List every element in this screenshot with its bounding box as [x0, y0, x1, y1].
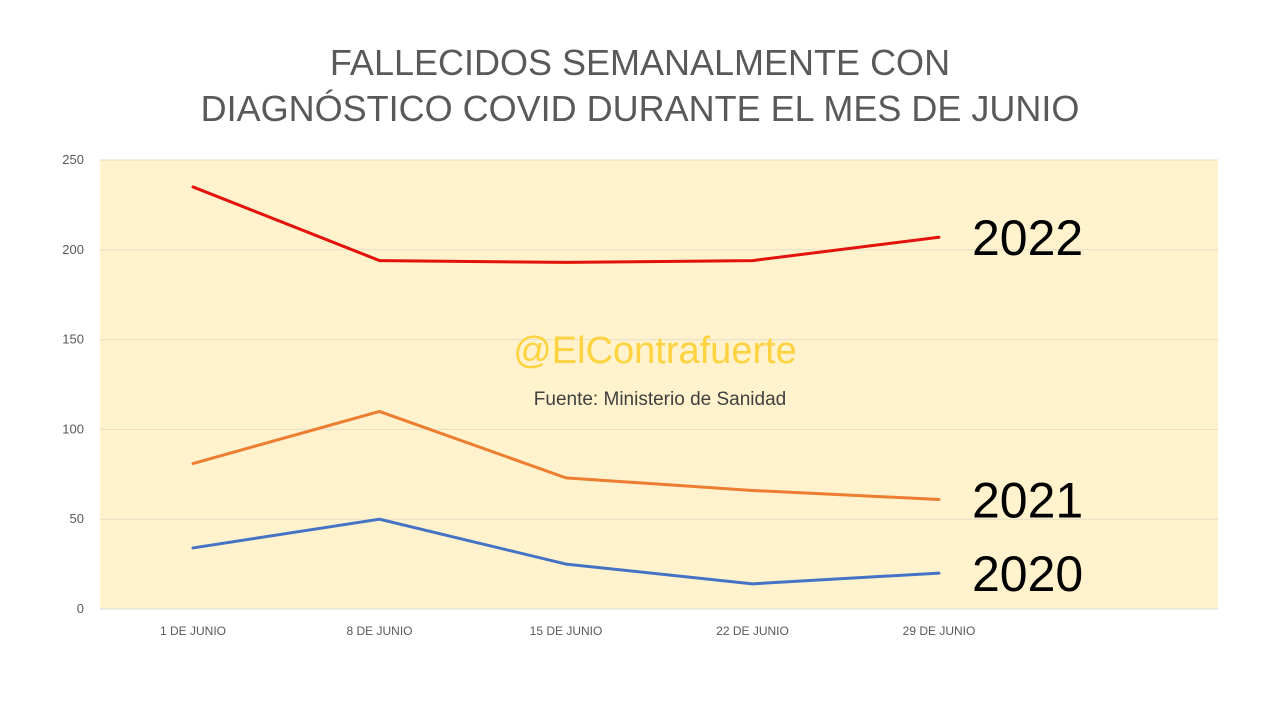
x-tick-label: 22 DE JUNIO — [716, 624, 789, 638]
x-axis-ticks: 1 DE JUNIO 8 DE JUNIO 15 DE JUNIO 22 DE JUN… — [160, 624, 975, 638]
series-line-2021 — [191, 409, 941, 501]
y-tick-label: 150 — [62, 332, 84, 347]
source-note: Fuente: Ministerio de Sanidad — [534, 389, 786, 410]
y-tick-label: 100 — [62, 421, 84, 436]
chart-title-line-2: DIAGNÓSTICO COVID DURANTE EL MES DE JUNI… — [200, 88, 1080, 129]
series-lines — [191, 185, 941, 586]
series-label-2020: 2020 — [972, 546, 1083, 602]
y-tick-label: 200 — [62, 242, 84, 257]
gridlines — [100, 159, 1218, 610]
chart-title: FALLECIDOS SEMANALMENTE CON DIAGNÓSTICO … — [0, 40, 1280, 132]
watermark-handle: @ElContrafuerte — [513, 330, 797, 372]
series-label-2022: 2022 — [972, 210, 1083, 266]
x-tick-label: 15 DE JUNIO — [530, 624, 603, 638]
y-tick-label: 250 — [62, 152, 84, 167]
series-line-2020 — [191, 517, 941, 586]
series-label-2021: 2021 — [972, 472, 1083, 528]
series-line-2022 — [191, 185, 941, 264]
chart-title-line-1: FALLECIDOS SEMANALMENTE CON — [329, 42, 951, 83]
y-axis-ticks: 0 50 100 150 200 250 — [62, 152, 84, 616]
y-tick-label: 50 — [70, 511, 84, 526]
x-tick-label: 29 DE JUNIO — [903, 624, 976, 638]
y-tick-label: 0 — [77, 601, 84, 616]
x-tick-label: 1 DE JUNIO — [160, 624, 226, 638]
x-tick-label: 8 DE JUNIO — [346, 624, 412, 638]
series-labels: 2022 2021 2020 — [972, 210, 1083, 602]
